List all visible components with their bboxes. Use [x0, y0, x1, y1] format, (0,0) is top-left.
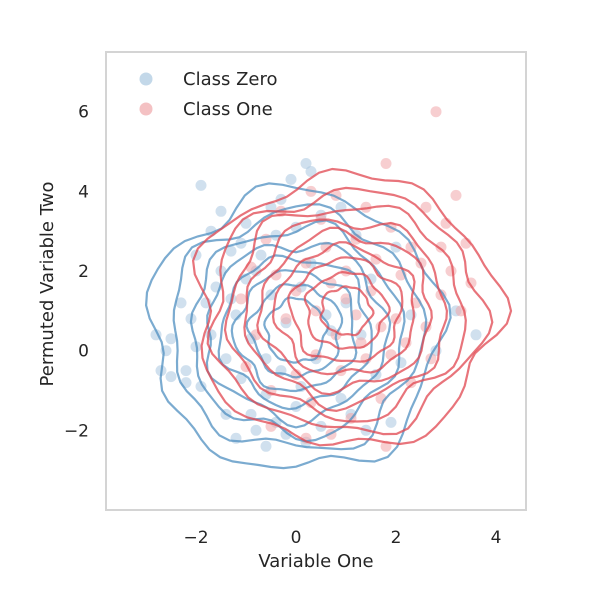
- contour-series-1-4: [256, 226, 433, 396]
- point-series-0-27: [305, 166, 317, 177]
- tick-labels: −2 0 2 4 −2 0 2 4 6: [64, 103, 501, 548]
- point-series-0-12: [175, 297, 187, 309]
- point-series-0-21: [385, 416, 397, 428]
- legend-marker-class-zero: [139, 72, 153, 86]
- point-series-1-2: [450, 189, 462, 201]
- point-series-1-54: [435, 241, 447, 253]
- point-series-0-62: [395, 357, 407, 369]
- contour-series-1-3: [243, 218, 449, 413]
- contour-series-0-6: [245, 283, 344, 379]
- point-series-0-15: [250, 424, 262, 436]
- point-series-1-36: [350, 309, 362, 321]
- point-series-0-34: [255, 249, 267, 261]
- point-series-1-42: [310, 305, 322, 317]
- point-series-0-8: [165, 371, 177, 383]
- point-series-1-0: [430, 106, 442, 118]
- point-series-0-26: [300, 158, 312, 169]
- point-series-1-27: [260, 233, 272, 245]
- point-series-0-6: [195, 179, 207, 191]
- point-series-0-42: [220, 353, 232, 365]
- point-series-1-3: [420, 201, 432, 213]
- contour-series-1-8: [319, 285, 375, 337]
- point-series-0-23: [470, 329, 482, 341]
- point-series-1-56: [325, 277, 337, 289]
- y-tick-label-0: −2: [64, 421, 89, 441]
- point-series-1-57: [355, 337, 367, 349]
- y-tick-label-3: 4: [78, 182, 89, 202]
- point-series-0-0: [165, 333, 177, 345]
- legend-label-class-zero: Class Zero: [183, 69, 278, 90]
- point-series-0-65: [215, 205, 227, 217]
- point-series-1-49: [280, 313, 292, 325]
- x-axis-label: Variable One: [258, 551, 373, 572]
- y-tick-label-4: 6: [78, 103, 89, 123]
- contour-series-0-5: [230, 269, 358, 393]
- point-series-1-29: [235, 293, 247, 305]
- x-tick-label-3: 4: [491, 528, 502, 548]
- point-series-0-59: [195, 381, 207, 392]
- y-tick-label-2: 2: [78, 262, 89, 282]
- point-series-0-16: [260, 440, 272, 452]
- contour-series-1-0: [191, 167, 513, 447]
- point-series-1-55: [340, 293, 352, 305]
- legend-label-class-one: Class One: [183, 99, 273, 120]
- x-tick-label-0: −2: [183, 528, 208, 548]
- contour-series-0-0: [144, 182, 452, 470]
- point-series-0-31: [225, 245, 237, 257]
- point-series-1-1: [380, 158, 392, 169]
- x-tick-label-2: 2: [391, 528, 402, 548]
- legend: Class Zero Class One: [139, 69, 278, 120]
- y-tick-label-1: 0: [78, 342, 89, 362]
- contour-series-0-4: [217, 254, 373, 411]
- contour-series-1-5: [271, 241, 416, 376]
- x-tick-label-1: 0: [291, 528, 302, 548]
- point-series-0-71: [365, 273, 377, 285]
- contour-series-1-6: [287, 256, 404, 363]
- contour-series-1-7: [303, 270, 391, 350]
- contour-series-1-2: [223, 204, 467, 423]
- contour-series-0-7: [263, 296, 330, 364]
- contour-series-0-1: [172, 203, 428, 451]
- point-series-0-28: [285, 173, 297, 185]
- legend-marker-class-one: [139, 102, 153, 116]
- point-series-1-6: [445, 265, 457, 277]
- point-series-0-3: [180, 365, 192, 377]
- point-series-1-23: [360, 201, 372, 213]
- plot-frame: [105, 51, 527, 511]
- contour-series-1-1: [206, 186, 494, 436]
- y-axis-label: Permuted Variable Two: [37, 182, 58, 387]
- contour-layer: [144, 167, 513, 470]
